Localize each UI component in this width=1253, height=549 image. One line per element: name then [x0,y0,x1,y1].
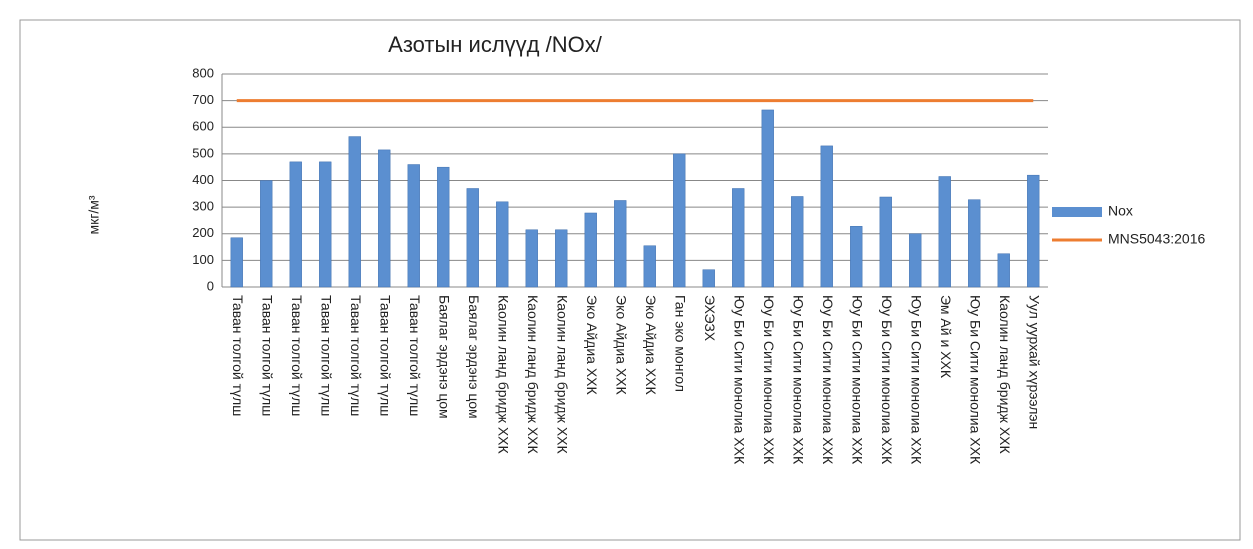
x-tick-label: Таван толгой түлш [319,295,335,416]
bar [820,145,833,288]
bar [702,269,715,288]
bar [407,164,420,288]
bar [643,245,656,288]
bar [614,200,627,288]
bar [230,237,243,288]
y-tick-label: 400 [192,172,214,187]
x-tick-label: Эко Айдиа ХХК [643,295,659,396]
y-tick-label: 300 [192,199,214,214]
x-tick-label: Юу Би Сити монолиа ХХК [850,295,866,465]
bar [437,166,450,288]
x-tick-label: Юу Би Сити монолиа ХХК [820,295,836,465]
chart-frame [19,19,1241,541]
y-tick-label: 100 [192,252,214,267]
legend-label: MNS5043:2016 [1108,231,1206,247]
bar [968,199,981,288]
x-tick-label: Баялаг эрдэнэ цом [466,295,482,419]
bar [997,253,1010,288]
bar [584,212,597,288]
x-tick-label: Уул уурхай хүрээлэн [1027,295,1043,429]
bar [732,188,745,288]
x-tick-label: Юу Би Сити монолиа ХХК [909,295,925,465]
chart-title: Азотын ислүүд /NOx/ [388,32,603,57]
legend-label: Nox [1108,203,1133,219]
x-tick-label: Таван толгой түлш [230,295,246,416]
bar [850,226,863,288]
legend-swatch [1052,207,1102,217]
x-tick-label: Юу Би Сити монолиа ХХК [791,295,807,465]
y-tick-label: 500 [192,145,214,160]
x-tick-label: ЭХЭЗХ [702,295,718,342]
bar [909,233,922,288]
x-tick-label: Юу Би Сити монолиа ХХК [968,295,984,465]
x-tick-label: Эко Айдиа ХХК [584,295,600,396]
x-tick-label: Таван толгой түлш [260,295,276,416]
y-tick-label: 0 [207,278,214,293]
y-axis-label: мкг/м³ [86,195,102,234]
bar [1027,174,1040,288]
bar [525,229,538,288]
bar [348,136,361,288]
bar [791,196,804,288]
bar [761,109,774,288]
bar [289,161,302,288]
bar [319,161,332,288]
x-tick-label: Таван толгой түлш [378,295,394,416]
x-tick-label: Таван толгой түлш [289,295,305,416]
bar [879,196,892,288]
x-tick-label: Каолин ланд бридж ХХК [525,295,541,455]
bar [555,229,568,288]
x-tick-label: Каолин ланд бридж ХХК [555,295,571,455]
bar [260,180,273,288]
x-tick-label: Баялаг эрдэнэ цом [437,295,453,419]
bar [496,201,509,288]
bar [938,176,951,288]
x-tick-label: Юу Би Сити монолиа ХХК [761,295,777,465]
x-tick-label: Ган эко монгол [673,295,689,392]
x-tick-label: Эко Айдиа ХХК [614,295,630,396]
x-tick-label: Каолин ланд бридж ХХК [997,295,1013,455]
y-tick-label: 800 [192,65,214,80]
bar [378,149,391,288]
bar [673,153,686,288]
x-tick-label: Эм Ай и ХХК [938,295,954,379]
x-tick-label: Таван толгой түлш [348,295,364,416]
y-tick-label: 700 [192,92,214,107]
bar [466,188,479,288]
x-tick-label: Таван толгой түлш [407,295,423,416]
x-tick-label: Юу Би Сити монолиа ХХК [732,295,748,465]
x-tick-label: Каолин ланд бридж ХХК [496,295,512,455]
x-tick-label: Юу Би Сити монолиа ХХК [879,295,895,465]
y-tick-label: 200 [192,225,214,240]
y-tick-label: 600 [192,119,214,134]
